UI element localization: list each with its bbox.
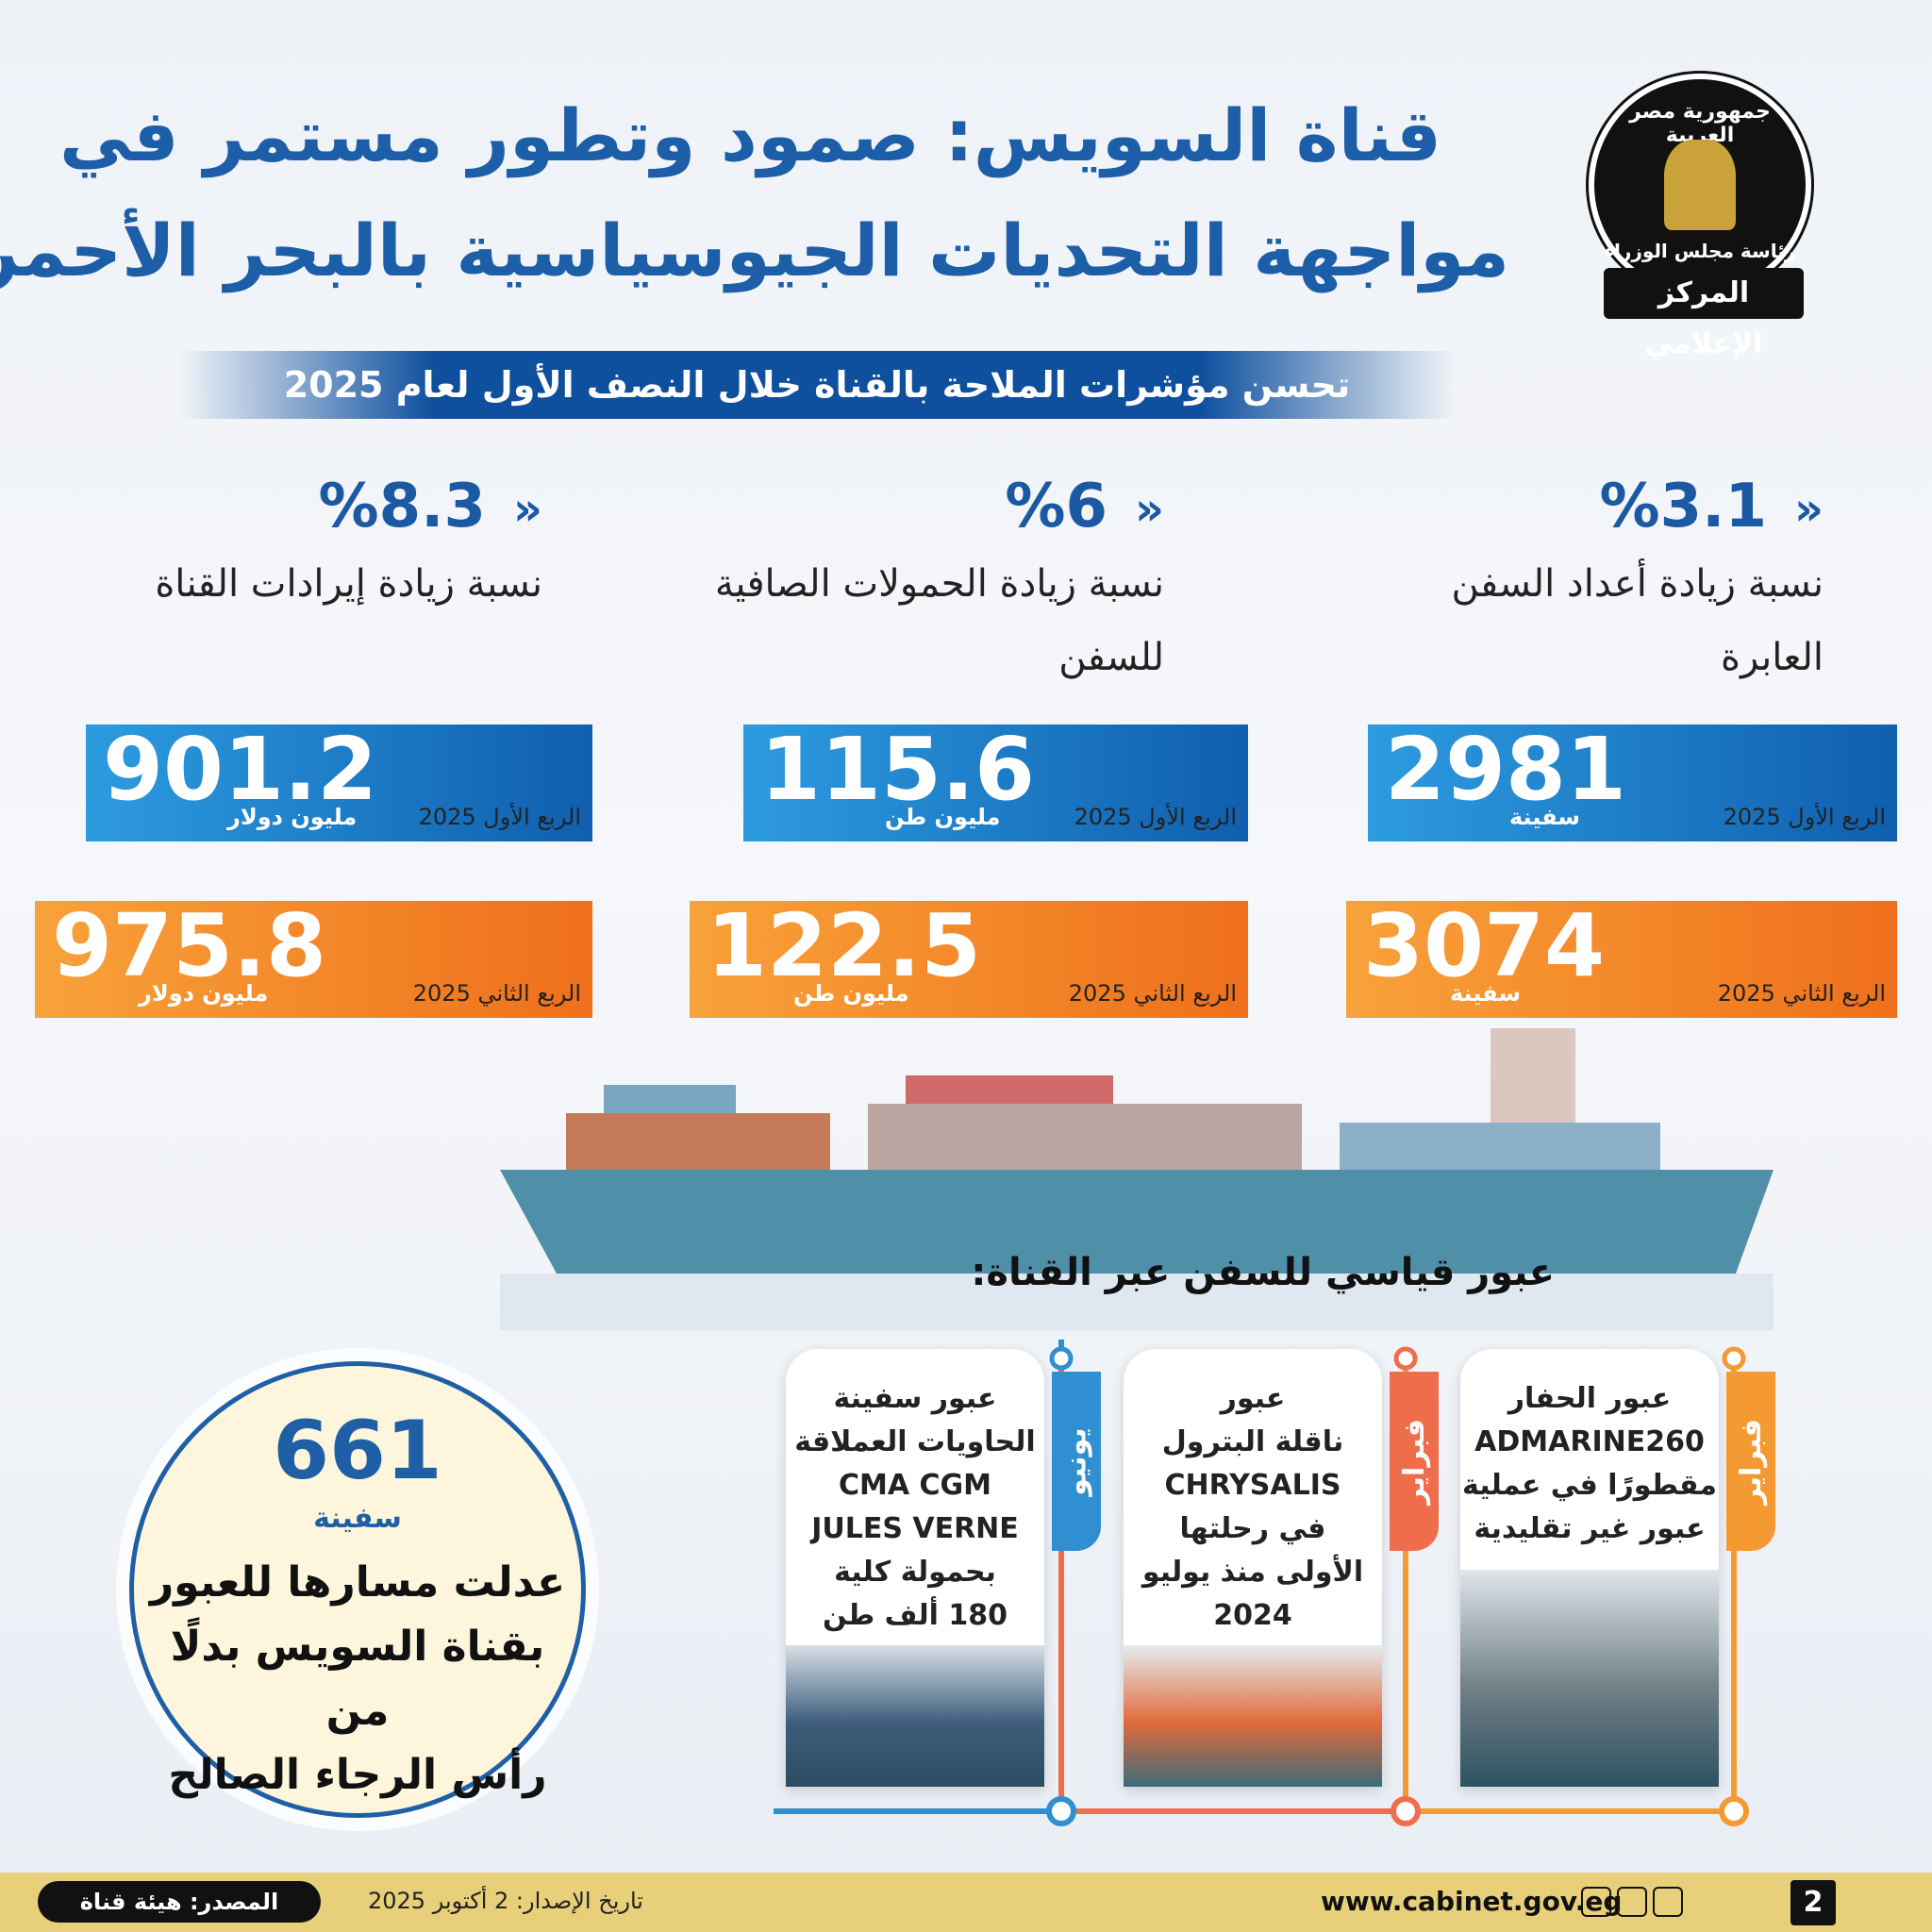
- arrow-icon: «: [512, 483, 542, 536]
- month-tab: يونيو: [1052, 1372, 1101, 1551]
- record-card: عبور ناقلة البترول CHRYSALIS في رحلتها الأول…: [1124, 1349, 1382, 1787]
- unit: مليون طن: [885, 804, 1001, 830]
- month-tab: فبراير: [1726, 1372, 1775, 1551]
- logo-ribbon: المركز الإعلامي: [1604, 268, 1804, 360]
- card-line: الحاويات العملاقة: [794, 1425, 1036, 1458]
- value: 901.2: [103, 724, 378, 820]
- card-text: عبور ناقلة البترول CHRYSALIS في رحلتها الأول…: [1124, 1349, 1382, 1638]
- card-line: في رحلتها: [1179, 1512, 1326, 1545]
- records-heading: عبور قياسي للسفن عبر القناة:: [971, 1251, 1555, 1294]
- unit: سفينة: [1509, 804, 1581, 830]
- card-line: عبور سفينة: [833, 1382, 997, 1415]
- rerouted-line: رأس الرجاء الصالح: [168, 1751, 547, 1799]
- footer-date: تاريخ الإصدار: 2 أكتوبر 2025: [368, 1888, 643, 1914]
- footer-url: www.cabinet.gov.eg: [1321, 1886, 1623, 1917]
- icon[interactable]: [1617, 1887, 1647, 1917]
- card-line: عبور: [1220, 1382, 1286, 1415]
- value-box: 2981 سفينة الربع الأول 2025: [1368, 724, 1897, 841]
- period: الربع الأول 2025: [418, 804, 581, 830]
- icon[interactable]: [1653, 1887, 1683, 1917]
- unit: مليون طن: [793, 980, 909, 1007]
- rerouted-circle: 661 سفينة عدلت مسارها للعبور بقناة السويس…: [129, 1361, 586, 1818]
- ship-illustration: [500, 1028, 1774, 1330]
- value-box: 975.8 مليون دولار الربع الثاني 2025: [35, 901, 592, 1018]
- percent: %3.1: [1599, 472, 1768, 541]
- period: الربع الأول 2025: [1074, 804, 1237, 830]
- card-line: ADMARINE260: [1474, 1425, 1705, 1458]
- card-text: عبور سفينة الحاويات العملاقة CMA CGM JULES …: [786, 1349, 1044, 1638]
- card-line: عبور الحفار: [1507, 1382, 1672, 1415]
- card-line: عبور غير تقليدية: [1474, 1512, 1706, 1545]
- indicator-label: نسبة زيادة أعداد السفن العابرة: [1451, 562, 1824, 679]
- title-line: قناة السويس: صمود وتطور مستمر في: [59, 93, 1441, 177]
- page-number: 2: [1790, 1880, 1836, 1925]
- value-box: 122.5 مليون طن الربع الثاني 2025: [690, 901, 1248, 1018]
- indicator-label: نسبة زيادة الحمولات الصافية للسفن: [714, 562, 1164, 679]
- logo-text: رئاسة مجلس الوزراء: [1604, 240, 1796, 262]
- footer-source: المصدر: هيئة قناة السويس: [38, 1881, 321, 1932]
- footer: المصدر: هيئة قناة السويس تاريخ الإصدار: …: [0, 1873, 1932, 1932]
- card-line: 180 ألف طن: [822, 1599, 1008, 1632]
- card-photo: [1460, 1570, 1719, 1787]
- month-label: يونيو: [1059, 1426, 1093, 1496]
- period: الربع الثاني 2025: [1717, 980, 1886, 1007]
- card-text: عبور الحفار ADMARINE260 مقطورًا في عملية عب…: [1460, 1349, 1719, 1551]
- value: 2981: [1385, 724, 1627, 820]
- arrow-icon: «: [1793, 483, 1824, 536]
- card-line: CHRYSALIS: [1164, 1469, 1341, 1502]
- card-line: مقطورًا في عملية: [1462, 1469, 1717, 1502]
- card-photo: [1124, 1645, 1382, 1787]
- subtitle-banner: تحسن مؤشرات الملاحة بالقناة خلال النصف ا…: [179, 351, 1455, 419]
- value: 122.5: [707, 901, 982, 996]
- logo: جمهورية مصر العربية رئاسة مجلس الوزراء: [1589, 74, 1811, 296]
- record-card: عبور الحفار ADMARINE260 مقطورًا في عملية عب…: [1460, 1349, 1719, 1787]
- month-tab: فبراير: [1390, 1372, 1439, 1551]
- unit: سفينة: [1450, 980, 1522, 1007]
- month-label: فبراير: [1397, 1418, 1431, 1505]
- period: الربع الثاني 2025: [1068, 980, 1237, 1007]
- indicator-label: نسبة زيادة إيرادات القناة: [155, 562, 542, 606]
- card-line: بحمولة كلية: [834, 1556, 996, 1589]
- card-line: CMA CGM: [838, 1469, 992, 1502]
- logo-text: جمهورية مصر العربية: [1629, 100, 1771, 147]
- logo-eagle: [1664, 140, 1736, 230]
- value-box: 901.2 مليون دولار الربع الأول 2025: [86, 724, 592, 841]
- period: الربع الأول 2025: [1723, 804, 1886, 830]
- card-line: 2024: [1213, 1599, 1292, 1632]
- card-line: ناقلة البترول: [1161, 1425, 1344, 1458]
- rerouted-number: 661: [273, 1404, 442, 1498]
- card-line: الأولى منذ يوليو: [1141, 1556, 1364, 1589]
- value: 975.8: [52, 901, 327, 996]
- record-card: عبور سفينة الحاويات العملاقة CMA CGM JULES …: [786, 1349, 1044, 1787]
- unit: مليون دولار: [139, 980, 269, 1007]
- timeline: [774, 1340, 1749, 1826]
- rerouted-line: بقناة السويس بدلًا من: [170, 1623, 545, 1735]
- card-photo: [786, 1645, 1044, 1787]
- rerouted-line: عدلت مسارها للعبور: [149, 1558, 566, 1607]
- percent: %8.3: [318, 472, 487, 541]
- value-box: 3074 سفينة الربع الثاني 2025: [1346, 901, 1897, 1018]
- rerouted-unit: سفينة: [313, 1502, 402, 1535]
- title-line: مواجهة التحديات الجيوسياسية بالبحر الأحم…: [0, 208, 1509, 292]
- social-icons: [1581, 1887, 1683, 1917]
- month-label: فبراير: [1734, 1418, 1768, 1505]
- card-line: JULES VERNE: [811, 1512, 1019, 1545]
- value-box: 115.6 مليون طن الربع الأول 2025: [743, 724, 1248, 841]
- value: 3074: [1363, 901, 1606, 996]
- period: الربع الثاني 2025: [412, 980, 581, 1007]
- percent: %6: [1005, 472, 1108, 541]
- arrow-icon: «: [1134, 483, 1164, 536]
- value: 115.6: [760, 724, 1036, 820]
- unit: مليون دولار: [227, 804, 358, 830]
- icon[interactable]: [1581, 1887, 1611, 1917]
